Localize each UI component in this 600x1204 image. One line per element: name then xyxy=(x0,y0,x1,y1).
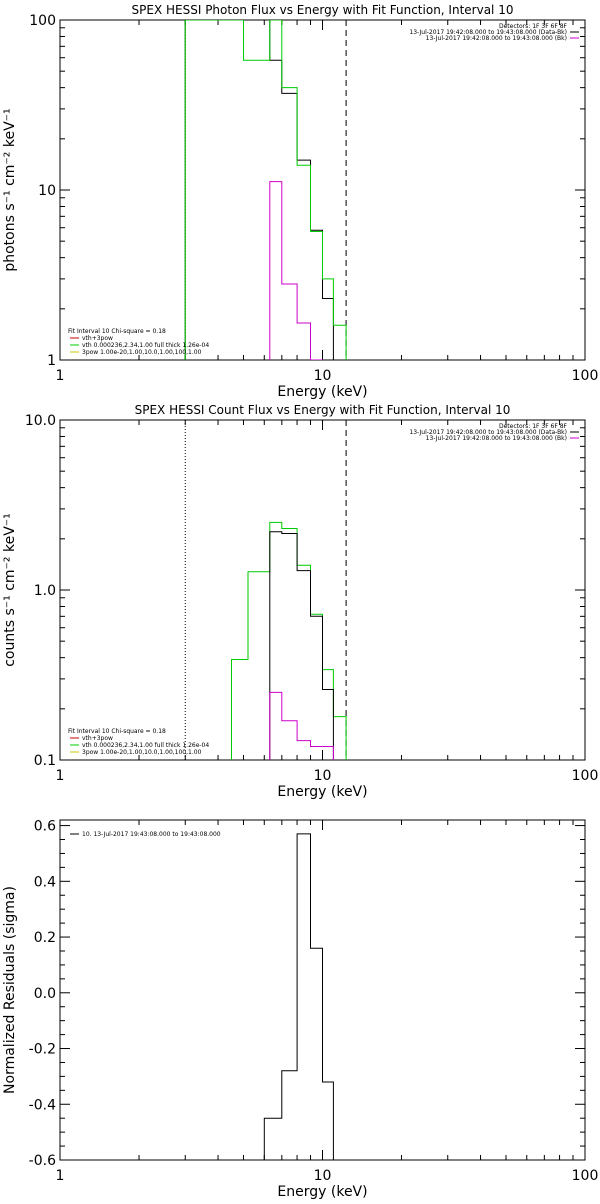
y-tick-label: -0.2 xyxy=(29,1042,56,1058)
legend-right-text: 13-Jul-2017 19:42:08.000 to 19:43:08.000… xyxy=(409,29,567,36)
legend-left-text: vth+3pow xyxy=(82,335,113,342)
chart-panel-3: Energy (keV) Normalized Residuals (sigma)… xyxy=(2,819,598,1200)
series-line-2 xyxy=(247,531,334,760)
y-tick-label: -0.4 xyxy=(29,1097,56,1113)
chart-panel-1: SPEX HESSI Photon Flux vs Energy with Fi… xyxy=(2,3,598,400)
plot-frame xyxy=(59,419,586,761)
legend-left-text: 3pow 1.00e-20,1.00,10.0,1.00,100,1.00 xyxy=(82,349,202,356)
x-tick-label: 100 xyxy=(572,768,599,784)
plot-frame xyxy=(59,19,586,361)
chart-panel-2: SPEX HESSI Count Flux vs Energy with Fit… xyxy=(2,403,598,800)
legend-left-text: Fit Interval 10 Chi-square = 0.18 xyxy=(68,328,166,335)
chart-title: SPEX HESSI Photon Flux vs Energy with Fi… xyxy=(132,3,514,17)
y-tick-label: 0.1 xyxy=(34,753,56,769)
x-tick-label: 1 xyxy=(56,768,65,784)
y-tick-label: 0.0 xyxy=(34,986,56,1002)
series-line-3 xyxy=(269,691,334,760)
legend-right-text: 13-Jul-2017 19:42:08.000 to 19:43:08.000… xyxy=(426,35,567,42)
x-tick-label: 10 xyxy=(314,368,332,384)
x-tick-label: 1 xyxy=(56,368,65,384)
legend-left-text: 10. 13-Jul-2017 19:43:08.000 to 19:43:08… xyxy=(82,831,221,838)
x-tick-label: 100 xyxy=(572,368,599,384)
y-axis-label: photons s⁻¹ cm⁻² keV⁻¹ xyxy=(2,108,18,271)
series-line-1 xyxy=(184,20,347,360)
series-line-3 xyxy=(269,181,334,360)
legend-left-text: vth 0.000236,2.34,1.00 full thick 1.26e-… xyxy=(82,342,209,349)
y-tick-label: 100 xyxy=(29,13,56,29)
legend-left-text: vth+3pow xyxy=(82,735,113,742)
legend-left-text: 3pow 1.00e-20,1.00,10.0,1.00,100,1.00 xyxy=(82,749,202,756)
legend-right-text: 13-Jul-2017 19:42:08.000 to 19:43:08.000… xyxy=(409,429,567,436)
y-tick-label: 1 xyxy=(47,353,56,369)
legend-left-text: Fit Interval 10 Chi-square = 0.18 xyxy=(68,728,166,735)
y-tick-label: 1.0 xyxy=(34,583,56,599)
legend-left-text: vth 0.000236,2.34,1.00 full thick 1.26e-… xyxy=(82,742,209,749)
legend-right-text: 13-Jul-2017 19:42:08.000 to 19:43:08.000… xyxy=(426,435,567,442)
chart-title: SPEX HESSI Count Flux vs Energy with Fit… xyxy=(135,403,511,417)
y-tick-label: 10 xyxy=(38,183,56,199)
y-tick-label: 0.4 xyxy=(34,874,56,890)
legend-right-text: Detectors: 1F 3F 6F 8F xyxy=(499,23,568,30)
y-tick-label: 0.6 xyxy=(34,819,56,835)
x-tick-label: 10 xyxy=(314,1168,332,1184)
x-axis-label: Energy (keV) xyxy=(277,784,367,800)
y-axis-label: counts s⁻¹ cm⁻² keV⁻¹ xyxy=(2,513,18,667)
series-line-2 xyxy=(184,20,347,360)
x-tick-label: 10 xyxy=(314,768,332,784)
x-axis-label: Energy (keV) xyxy=(277,1184,367,1200)
y-tick-label: 0.2 xyxy=(34,930,56,946)
x-tick-label: 100 xyxy=(572,1168,599,1184)
series-line-1 xyxy=(263,833,334,1160)
y-tick-label: -0.6 xyxy=(29,1153,56,1169)
x-tick-label: 1 xyxy=(56,1168,65,1184)
series-line-1 xyxy=(217,521,347,760)
x-axis-label: Energy (keV) xyxy=(277,384,367,400)
y-axis-label: Normalized Residuals (sigma) xyxy=(2,886,18,1094)
y-tick-label: 10.0 xyxy=(25,413,56,429)
legend-right-text: Detectors: 1F 3F 6F 8F xyxy=(499,423,568,430)
